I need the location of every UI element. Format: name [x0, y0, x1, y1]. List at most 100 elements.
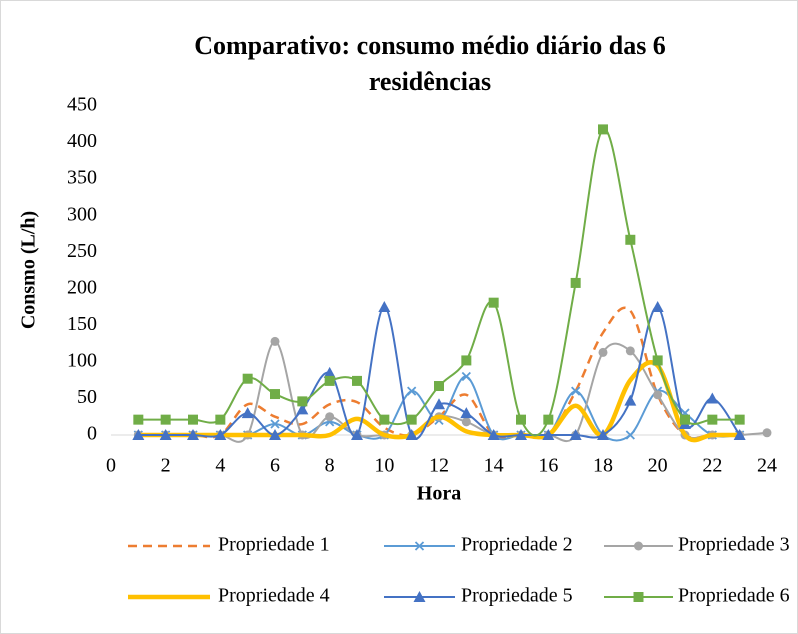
marker	[433, 398, 445, 410]
marker	[488, 297, 499, 308]
marker	[598, 347, 608, 357]
marker	[187, 429, 199, 440]
marker	[569, 429, 582, 440]
marker	[269, 429, 281, 440]
marker	[434, 381, 444, 392]
x-tick-label: 6	[270, 455, 280, 477]
marker	[733, 429, 746, 440]
legend-entry: Propriedade 6	[604, 585, 790, 607]
legend-entry: Propriedade 1	[128, 534, 330, 556]
x-axis-label: Hora	[417, 483, 461, 505]
marker	[242, 373, 253, 384]
marker	[461, 355, 472, 366]
legend-entry: Propriedade 2	[384, 534, 573, 556]
x-tick-label: 24	[757, 455, 777, 477]
x-tick-label: 22	[702, 455, 722, 477]
marker	[570, 277, 581, 288]
marker	[762, 428, 772, 438]
marker	[653, 390, 663, 400]
marker	[296, 403, 309, 415]
y-tick-label: 250	[67, 240, 97, 262]
chart-title: Comparativo: consumo médio diário das 6	[194, 31, 666, 60]
marker	[379, 414, 390, 425]
marker	[625, 234, 636, 245]
series-line	[138, 360, 740, 443]
x-tick-label: 14	[484, 455, 504, 477]
marker	[461, 371, 471, 382]
marker	[323, 366, 336, 378]
legend-label: Propriedade 2	[461, 534, 573, 556]
marker	[297, 396, 308, 407]
marker	[270, 336, 280, 346]
marker	[406, 414, 417, 425]
x-tick-label: 10	[374, 455, 394, 477]
marker	[405, 429, 418, 440]
marker	[706, 392, 719, 404]
legend-marker	[634, 541, 643, 551]
x-tick-label: 4	[215, 455, 225, 477]
marker	[241, 407, 254, 419]
y-tick-label: 0	[87, 423, 97, 445]
y-axis-label: Consmo (L/h)	[18, 211, 40, 329]
marker	[159, 429, 172, 440]
marker	[652, 355, 663, 366]
marker	[351, 429, 363, 440]
x-tick-label: 2	[161, 455, 171, 477]
marker	[542, 429, 555, 440]
legend-entry: Propriedade 5	[384, 585, 573, 607]
y-tick-label: 450	[67, 94, 97, 116]
marker	[214, 429, 227, 440]
marker	[624, 394, 637, 406]
marker	[543, 414, 554, 425]
marker	[270, 419, 280, 429]
legend-label: Propriedade 6	[678, 585, 790, 607]
marker	[515, 429, 527, 440]
marker	[625, 430, 635, 440]
y-tick-label: 100	[67, 349, 97, 371]
x-tick-label: 20	[648, 455, 668, 477]
x-tick-label: 0	[106, 455, 116, 477]
legend-marker	[414, 541, 425, 551]
y-tick-label: 200	[67, 276, 97, 298]
marker	[571, 386, 581, 396]
marker	[680, 414, 690, 425]
x-tick-label: 12	[429, 455, 449, 477]
marker	[461, 417, 471, 427]
marker	[516, 414, 526, 425]
marker	[625, 346, 635, 356]
marker	[352, 375, 362, 386]
x-tick-label: 8	[325, 455, 335, 477]
marker	[325, 412, 335, 422]
marker	[460, 407, 473, 419]
marker	[407, 386, 417, 396]
legend-label: Propriedade 3	[678, 534, 790, 556]
marker	[597, 429, 609, 440]
marker	[270, 389, 280, 400]
marker	[378, 301, 391, 313]
marker	[734, 414, 745, 425]
marker	[160, 414, 171, 425]
y-tick-label: 150	[67, 313, 97, 335]
y-tick-label: 350	[67, 167, 97, 189]
y-tick-label: 50	[77, 386, 97, 408]
legend-marker	[633, 592, 644, 602]
marker	[324, 375, 335, 386]
legend-marker	[413, 591, 426, 602]
y-tick-label: 300	[67, 203, 97, 225]
legend-entry: Propriedade 3	[604, 534, 790, 556]
marker	[132, 429, 145, 440]
marker	[651, 301, 664, 313]
marker	[487, 429, 500, 440]
y-tick-label: 400	[67, 130, 97, 152]
marker	[707, 414, 718, 425]
marker	[133, 414, 144, 425]
chart-title: residências	[369, 67, 491, 96]
legend-label: Propriedade 4	[218, 585, 330, 607]
legend-label: Propriedade 1	[218, 534, 330, 556]
marker	[188, 414, 198, 425]
x-tick-label: 16	[538, 455, 558, 477]
legend-entry: Propriedade 4	[128, 585, 330, 607]
x-tick-label: 18	[593, 455, 613, 477]
